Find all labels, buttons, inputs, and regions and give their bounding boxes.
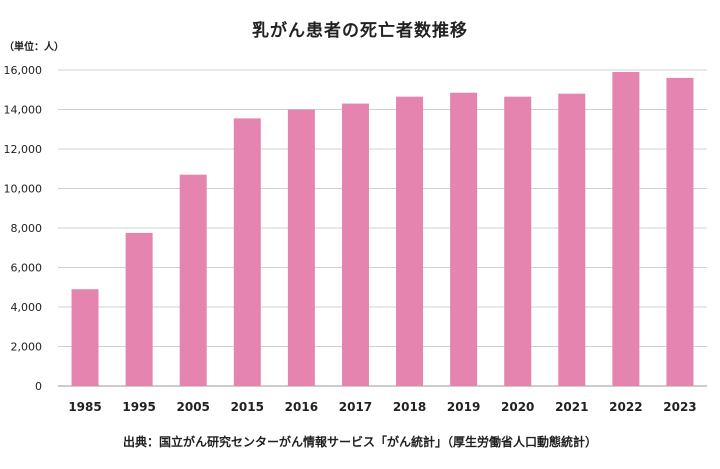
bar-2023 (666, 77, 694, 387)
y-tick-label: 12,000 (4, 143, 43, 156)
y-tick-label: 16,000 (4, 64, 43, 77)
bar-2015 (233, 118, 261, 386)
x-tick-label: 2017 (339, 400, 372, 414)
bar-2020 (504, 96, 532, 386)
bar-1995 (125, 232, 153, 386)
y-axis-ticks: 0 2,000 4,000 6,000 8,000 10,000 12,000 14,000 1… (4, 64, 43, 393)
y-tick-label: 14,000 (4, 104, 43, 117)
x-tick-label: 2022 (609, 400, 642, 414)
gridlines (58, 69, 707, 387)
y-tick-label: 4,000 (11, 301, 43, 314)
x-tick-label: 1995 (122, 400, 155, 414)
x-tick-label: 1985 (68, 400, 101, 414)
x-tick-label: 2005 (177, 400, 210, 414)
bar-2021 (558, 93, 586, 386)
bar-2017 (341, 103, 369, 386)
x-tick-label: 2020 (501, 400, 534, 414)
bar-1985 (71, 289, 99, 386)
x-tick-label: 2023 (663, 400, 696, 414)
y-tick-label: 0 (35, 380, 42, 393)
bars (71, 71, 694, 387)
x-tick-label: 2018 (393, 400, 426, 414)
bar-2019 (450, 92, 478, 387)
x-tick-label: 2015 (231, 400, 264, 414)
x-tick-label: 2019 (447, 400, 480, 414)
y-tick-label: 2,000 (11, 341, 43, 354)
y-tick-label: 8,000 (11, 222, 43, 235)
x-axis-ticks: 1985 1995 2005 2015 2016 2017 2018 2019 2020 2021… (68, 400, 696, 414)
bar-2018 (396, 96, 424, 386)
x-tick-label: 2021 (555, 400, 588, 414)
bar-2005 (179, 174, 207, 386)
y-tick-label: 6,000 (11, 262, 43, 275)
source-note: 出典：国立がん研究センターがん情報サービス「がん統計」（厚生労働省人口動態統計） (122, 435, 597, 449)
chart-title: 乳がん患者の死亡者数推移 (252, 21, 468, 41)
bar-2022 (612, 71, 640, 386)
bar-2016 (287, 109, 315, 386)
y-tick-label: 10,000 (4, 183, 43, 196)
y-axis-unit-label: （単位：人） (4, 42, 64, 53)
x-tick-label: 2016 (285, 400, 318, 414)
